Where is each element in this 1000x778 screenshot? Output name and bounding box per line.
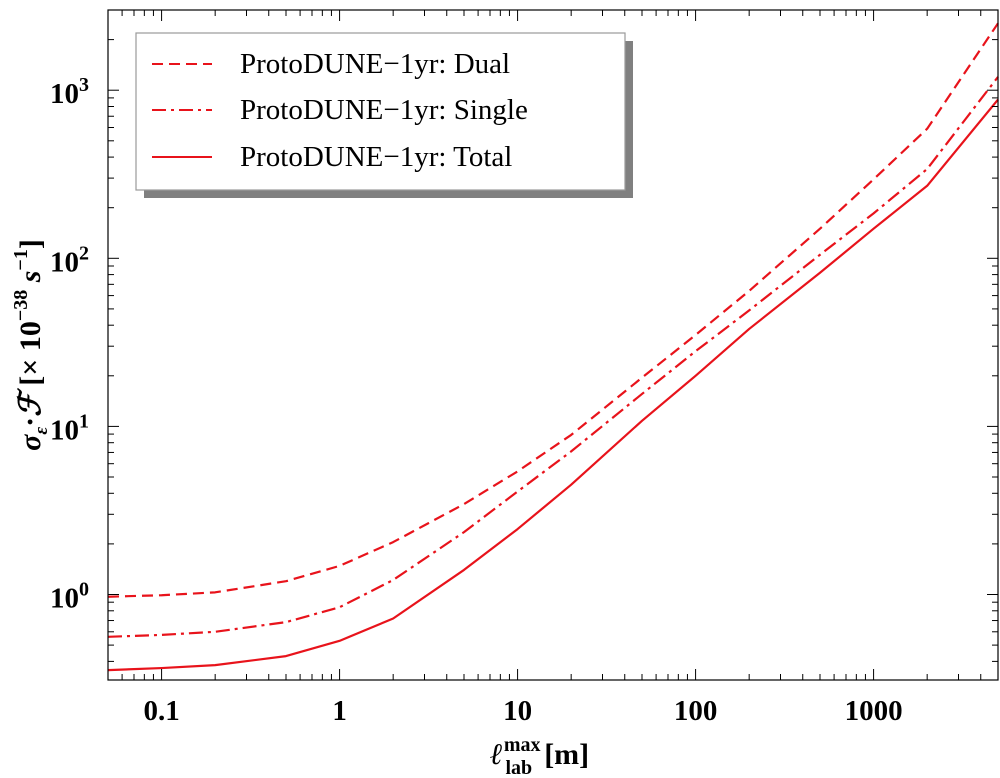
x-tick-label: 0.1 bbox=[143, 695, 179, 727]
legend: ProtoDUNE−1yr: Dual ProtoDUNE−1yr: Singl… bbox=[135, 32, 633, 198]
x-tick-label: 1000 bbox=[845, 695, 903, 727]
x-tick-label: 100 bbox=[674, 695, 718, 727]
y-tick-label: 100 bbox=[50, 578, 89, 614]
x-tick-label: 1 bbox=[332, 695, 347, 727]
y-tick-label: 102 bbox=[50, 242, 89, 278]
series-line-single bbox=[107, 76, 999, 638]
y-tick-label: 103 bbox=[50, 74, 89, 110]
y-tick-label: 101 bbox=[50, 410, 89, 446]
series-line-dual bbox=[107, 22, 999, 598]
legend-label-dual: ProtoDUNE−1yr: Dual bbox=[240, 48, 510, 80]
series-line-total bbox=[107, 98, 999, 672]
legend-label-single: ProtoDUNE−1yr: Single bbox=[240, 94, 528, 126]
plot-frame bbox=[107, 9, 999, 681]
legend-box bbox=[135, 32, 626, 191]
legend-label-total: ProtoDUNE−1yr: Total bbox=[240, 141, 512, 173]
y-axis-label: σε·ℱ [× 10−38 s−1] bbox=[10, 239, 52, 451]
x-axis-label: ℓmax lab [m] bbox=[490, 734, 589, 778]
x-tick-label: 10 bbox=[503, 695, 532, 727]
